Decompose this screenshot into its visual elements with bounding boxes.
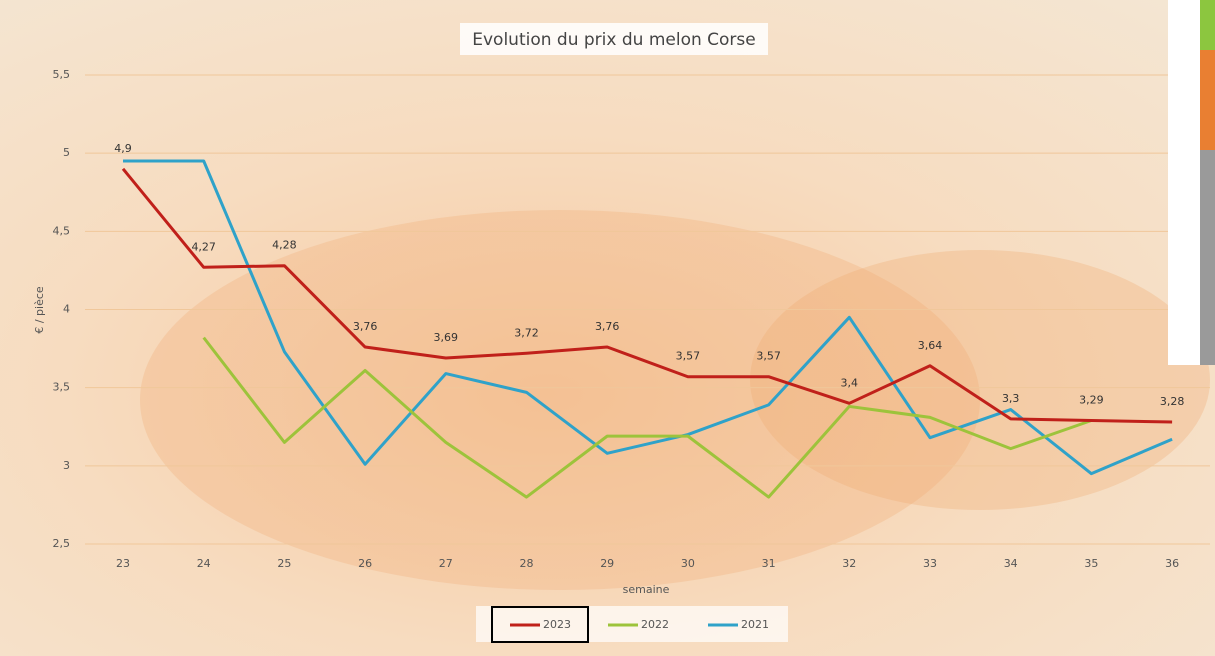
- x-tick-label: 26: [358, 557, 372, 570]
- legend-label: 2023: [543, 618, 571, 631]
- x-tick-label: 24: [197, 557, 211, 570]
- data-label: 3,57: [676, 350, 701, 363]
- data-label: 3,4: [841, 376, 859, 389]
- data-label: 3,76: [595, 320, 620, 333]
- chart-title: Evolution du prix du melon Corse: [472, 30, 755, 50]
- x-tick-label: 23: [116, 557, 130, 570]
- y-tick-label: 5: [63, 146, 70, 159]
- x-tick-label: 35: [1084, 557, 1098, 570]
- y-axis-label: € / pièce: [33, 286, 46, 334]
- x-tick-label: 29: [600, 557, 614, 570]
- data-label: 4,9: [114, 142, 132, 155]
- data-label: 3,57: [756, 350, 781, 363]
- side-strip: [1200, 0, 1215, 50]
- side-panel: [1168, 0, 1215, 365]
- x-tick-label: 32: [842, 557, 856, 570]
- x-tick-label: 25: [277, 557, 291, 570]
- legend-label: 2021: [741, 618, 769, 631]
- data-label: 4,28: [272, 239, 297, 252]
- data-label: 3,64: [918, 339, 943, 352]
- melon-shape: [750, 250, 1210, 510]
- x-tick-label: 30: [681, 557, 695, 570]
- data-label: 3,72: [514, 326, 539, 339]
- y-tick-label: 4: [63, 303, 70, 316]
- data-label: 4,27: [191, 240, 216, 253]
- x-tick-label: 33: [923, 557, 937, 570]
- data-label: 3,69: [434, 331, 459, 344]
- data-label: 3,29: [1079, 393, 1104, 406]
- y-tick-label: 5,5: [53, 68, 71, 81]
- x-tick-label: 36: [1165, 557, 1179, 570]
- data-label: 3,76: [353, 320, 378, 333]
- side-strip: [1200, 50, 1215, 150]
- x-axis-label: semaine: [623, 583, 670, 596]
- y-tick-label: 2,5: [53, 537, 71, 550]
- data-label: 3,3: [1002, 392, 1020, 405]
- y-tick-label: 3,5: [53, 381, 71, 394]
- data-label: 3,28: [1160, 395, 1185, 408]
- side-strip: [1200, 150, 1215, 365]
- x-tick-label: 28: [520, 557, 534, 570]
- x-tick-label: 31: [762, 557, 776, 570]
- x-tick-label: 34: [1004, 557, 1018, 570]
- chart: Evolution du prix du melon Corse € / piè…: [0, 0, 1215, 656]
- y-tick-label: 4,5: [53, 224, 71, 237]
- y-tick-label: 3: [63, 459, 70, 472]
- x-tick-label: 27: [439, 557, 453, 570]
- legend-label: 2022: [641, 618, 669, 631]
